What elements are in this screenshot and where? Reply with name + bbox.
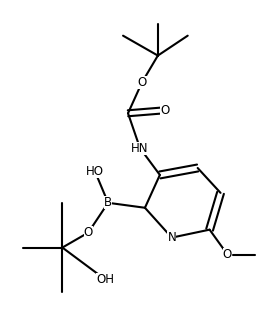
Text: O: O xyxy=(160,104,169,117)
Text: HN: HN xyxy=(131,142,149,154)
Text: O: O xyxy=(84,226,93,239)
Text: N: N xyxy=(167,231,176,244)
Text: B: B xyxy=(104,196,112,209)
Text: HO: HO xyxy=(86,165,104,178)
Text: OH: OH xyxy=(96,273,114,286)
Text: O: O xyxy=(137,76,147,89)
Text: O: O xyxy=(223,248,232,261)
